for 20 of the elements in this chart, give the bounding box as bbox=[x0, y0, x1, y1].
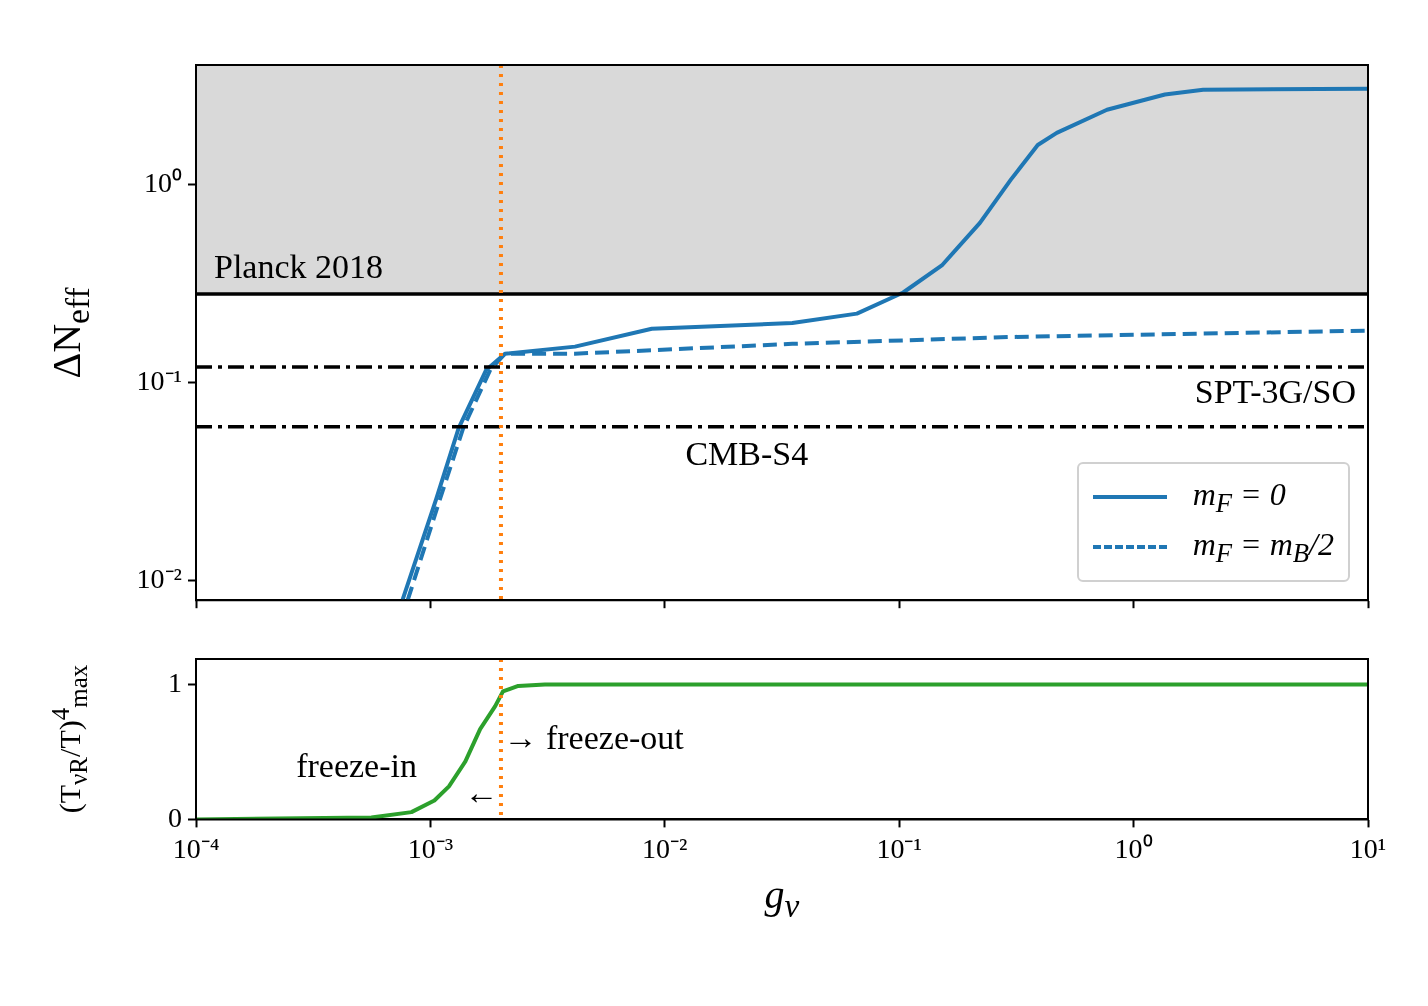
x-tick-label: 10¹ bbox=[1349, 832, 1387, 864]
y-tick-label: 1 bbox=[168, 666, 182, 698]
ref-line-label: Planck 2018 bbox=[214, 247, 384, 285]
x-tick-label: 10⁻⁴ bbox=[172, 832, 220, 864]
y-tick-label: 0 bbox=[168, 801, 182, 833]
annotation: ← bbox=[464, 774, 499, 812]
legend-label: m$_{F}$ = m$_{B}$/2 bbox=[1192, 525, 1334, 569]
ref-line-label: SPT-3G/SO bbox=[1194, 372, 1356, 410]
annotation: → freeze-out bbox=[503, 718, 685, 756]
x-tick-label: 10⁻¹ bbox=[876, 832, 922, 864]
x-tick-label: 10⁰ bbox=[1114, 832, 1153, 864]
x-tick-label: 10⁻² bbox=[642, 832, 688, 864]
ref-line-label: CMB-S4 bbox=[685, 434, 809, 472]
y-tick-label: 10⁰ bbox=[144, 166, 182, 198]
y-tick-label: 10⁻² bbox=[136, 563, 182, 595]
y-tick-label: 10⁻¹ bbox=[136, 365, 182, 397]
x-tick-label: 10⁻³ bbox=[407, 832, 454, 864]
x-axis-title: g$_{ν}$ bbox=[764, 871, 800, 926]
annotation: freeze-in bbox=[296, 746, 417, 784]
legend-label: m$_{F}$ = 0 bbox=[1192, 475, 1286, 519]
